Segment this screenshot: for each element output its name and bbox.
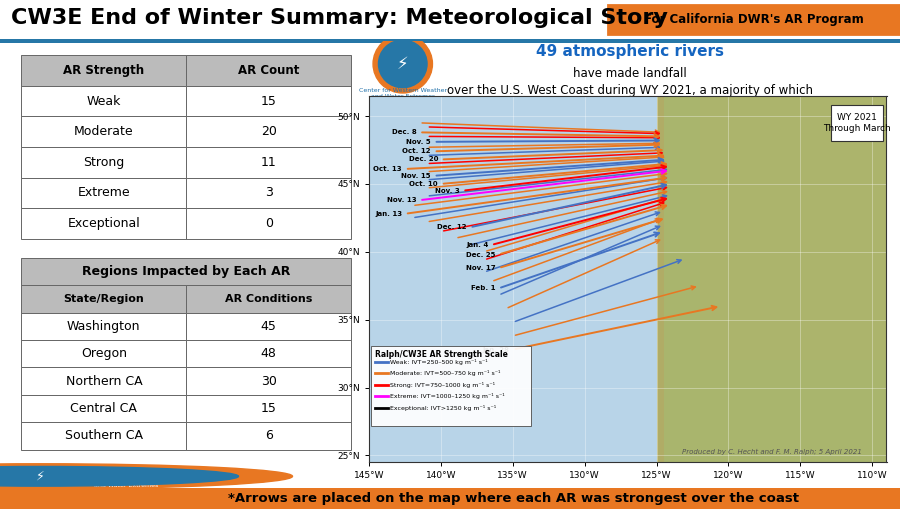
Bar [0, 489, 900, 509]
Bar [22, 367, 186, 395]
Text: 49 atmospheric rivers: 49 atmospheric rivers [536, 44, 724, 60]
Text: Nov. 3: Nov. 3 [435, 188, 460, 194]
Bar [22, 258, 351, 285]
Text: AR Strength: AR Strength [63, 64, 144, 77]
Text: 15: 15 [261, 402, 276, 415]
Text: Nov. 5: Nov. 5 [406, 139, 431, 145]
Text: Feb. 1: Feb. 1 [471, 286, 496, 292]
Text: WY 2021
Through March: WY 2021 Through March [824, 113, 891, 132]
Bar [22, 395, 186, 422]
Text: Dec. 25: Dec. 25 [466, 251, 496, 258]
Text: Exceptional: Exceptional [68, 217, 140, 230]
Bar [0, 39, 900, 43]
Text: Dec. 12: Dec. 12 [437, 224, 467, 231]
Text: Oct. 13: Oct. 13 [374, 166, 402, 172]
Bar [186, 55, 351, 86]
Text: Weak: Weak [86, 95, 121, 107]
Bar [186, 422, 351, 449]
Text: Nov. 15: Nov. 15 [401, 173, 431, 179]
FancyBboxPatch shape [608, 5, 900, 34]
Text: Center for Western Weather
and Water Extremes: Center for Western Weather and Water Ext… [359, 88, 446, 99]
Text: Regions Impacted by Each AR: Regions Impacted by Each AR [82, 265, 291, 278]
Bar [186, 117, 351, 147]
Text: Extreme: Extreme [77, 186, 130, 200]
Text: 3: 3 [265, 186, 273, 200]
Bar [656, 96, 886, 462]
Circle shape [378, 40, 428, 88]
Text: State/Region: State/Region [63, 294, 144, 304]
Bar [186, 147, 351, 178]
Bar [22, 340, 186, 367]
Bar [186, 178, 351, 208]
Text: Northern CA: Northern CA [66, 375, 142, 387]
Text: Center for Western Weather
and Water Extremes: Center for Western Weather and Water Ext… [94, 477, 183, 489]
Bar [22, 422, 186, 449]
Text: CW3E: CW3E [94, 468, 134, 480]
Text: 48: 48 [261, 347, 276, 360]
Text: Dec. 8: Dec. 8 [392, 129, 417, 135]
Text: Moderate: Moderate [74, 125, 133, 138]
Text: 45: 45 [261, 320, 276, 333]
Text: Jan. 4: Jan. 4 [466, 242, 489, 248]
Text: For California DWR's AR Program: For California DWR's AR Program [644, 13, 864, 25]
Bar [22, 178, 186, 208]
Text: Nov. 13: Nov. 13 [387, 197, 417, 203]
Text: Central CA: Central CA [70, 402, 138, 415]
Text: 15: 15 [261, 95, 276, 107]
Text: Extreme: IVT=1000–1250 kg m⁻¹ s⁻¹: Extreme: IVT=1000–1250 kg m⁻¹ s⁻¹ [390, 393, 505, 400]
Bar [22, 117, 186, 147]
Text: Strong: IVT=750–1000 kg m⁻¹ s⁻¹: Strong: IVT=750–1000 kg m⁻¹ s⁻¹ [390, 382, 495, 388]
Text: ⚡: ⚡ [36, 470, 45, 483]
Circle shape [374, 35, 433, 93]
Text: AR Conditions: AR Conditions [225, 294, 312, 304]
Text: Dec. 20: Dec. 20 [409, 156, 438, 162]
Bar [186, 208, 351, 239]
Bar [186, 340, 351, 367]
Bar [656, 96, 886, 462]
Text: Washington: Washington [68, 320, 140, 333]
Text: Ralph/CW3E AR Strength Scale: Ralph/CW3E AR Strength Scale [375, 350, 508, 359]
Bar [186, 285, 351, 313]
Text: Produced by C. Hecht and F. M. Ralph; 5 April 2021: Produced by C. Hecht and F. M. Ralph; 5 … [681, 449, 861, 456]
Text: Southern CA: Southern CA [65, 430, 143, 442]
Bar [656, 96, 886, 462]
FancyBboxPatch shape [371, 346, 531, 426]
Text: Moderate: IVT=500–750 kg m⁻¹ s⁻¹: Moderate: IVT=500–750 kg m⁻¹ s⁻¹ [390, 370, 500, 376]
Circle shape [0, 466, 238, 486]
Bar [22, 285, 186, 313]
Text: Jan. 28: Jan. 28 [483, 347, 510, 353]
Text: 30: 30 [261, 375, 276, 387]
Text: Nov. 17: Nov. 17 [466, 265, 496, 271]
FancyBboxPatch shape [832, 104, 883, 141]
Text: Oct. 10: Oct. 10 [410, 181, 438, 187]
Bar [186, 367, 351, 395]
Text: 0: 0 [265, 217, 273, 230]
Text: Weak: IVT=250–500 kg m⁻¹ s⁻¹: Weak: IVT=250–500 kg m⁻¹ s⁻¹ [390, 359, 488, 365]
Bar [22, 86, 186, 117]
Text: CW3E End of Winter Summary: Meteorological Story: CW3E End of Winter Summary: Meteorologic… [11, 8, 668, 28]
Text: Oct. 12: Oct. 12 [402, 148, 431, 154]
Text: Exceptional: IVT>1250 kg m⁻¹ s⁻¹: Exceptional: IVT>1250 kg m⁻¹ s⁻¹ [390, 405, 496, 411]
Bar [186, 313, 351, 340]
Bar [663, 96, 886, 462]
Bar [22, 147, 186, 178]
Circle shape [0, 464, 292, 489]
Text: 20: 20 [261, 125, 276, 138]
Bar [22, 313, 186, 340]
Bar [22, 55, 186, 86]
Text: Oregon: Oregon [81, 347, 127, 360]
Text: ⚡: ⚡ [397, 55, 409, 73]
Text: 6: 6 [265, 430, 273, 442]
Text: Jan. 13: Jan. 13 [375, 211, 402, 217]
Text: 11: 11 [261, 156, 276, 169]
Text: have made landfall
over the U.S. West Coast during WY 2021, a majority of which
: have made landfall over the U.S. West Co… [447, 67, 813, 114]
Text: *Arrows are placed on the map where each AR was strongest over the coast: *Arrows are placed on the map where each… [228, 492, 798, 505]
Text: AR Count: AR Count [238, 64, 300, 77]
Text: Strong: Strong [83, 156, 124, 169]
Bar [186, 395, 351, 422]
Bar [22, 208, 186, 239]
Bar [186, 86, 351, 117]
Bar [699, 89, 886, 360]
